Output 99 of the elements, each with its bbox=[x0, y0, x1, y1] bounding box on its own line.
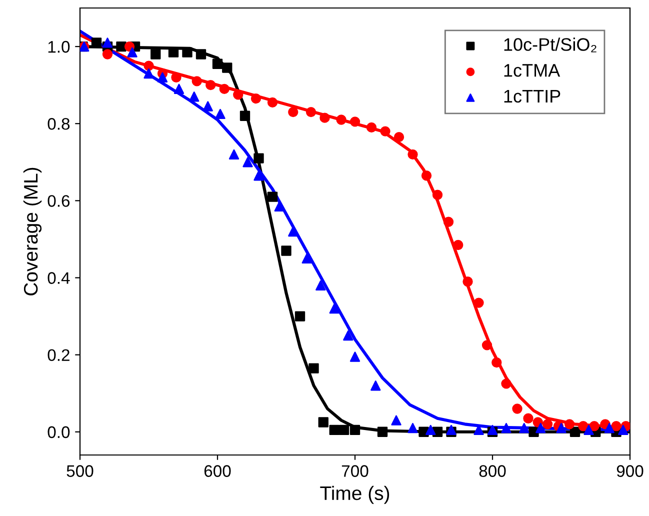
point bbox=[233, 90, 244, 100]
point bbox=[219, 84, 230, 94]
point bbox=[288, 226, 298, 237]
point bbox=[174, 84, 184, 94]
point bbox=[570, 426, 580, 437]
point bbox=[432, 190, 443, 200]
point bbox=[380, 126, 390, 136]
point bbox=[267, 192, 278, 202]
point bbox=[492, 357, 502, 368]
point bbox=[171, 72, 182, 82]
point bbox=[542, 419, 553, 430]
point bbox=[329, 303, 340, 314]
point bbox=[408, 422, 418, 434]
point bbox=[222, 62, 232, 73]
point bbox=[366, 122, 377, 133]
point bbox=[408, 149, 418, 160]
point bbox=[589, 421, 600, 432]
y-tick-label: 0.2 bbox=[48, 349, 70, 362]
point bbox=[306, 106, 316, 118]
point bbox=[578, 421, 588, 432]
point bbox=[501, 422, 512, 434]
point bbox=[474, 298, 484, 308]
point bbox=[350, 424, 360, 436]
point bbox=[267, 97, 278, 108]
point bbox=[254, 153, 264, 164]
point bbox=[294, 311, 306, 322]
point bbox=[308, 363, 319, 374]
point bbox=[202, 101, 213, 112]
point bbox=[127, 47, 138, 58]
point bbox=[288, 106, 298, 118]
point bbox=[192, 76, 202, 86]
point bbox=[196, 49, 206, 60]
point bbox=[206, 80, 216, 90]
point bbox=[443, 216, 454, 227]
legend-label: 1cTMA bbox=[504, 64, 560, 77]
point bbox=[391, 415, 402, 426]
point bbox=[421, 170, 432, 181]
point bbox=[318, 417, 328, 428]
point bbox=[343, 330, 354, 341]
point bbox=[254, 170, 264, 181]
point bbox=[394, 132, 404, 142]
point bbox=[453, 240, 464, 250]
point bbox=[329, 424, 340, 436]
point bbox=[228, 149, 240, 160]
point bbox=[102, 38, 113, 48]
legend-label: 10c-Pt/SiO₂ bbox=[504, 38, 596, 52]
point bbox=[240, 110, 250, 121]
point bbox=[536, 422, 546, 434]
legend-label: 1cTTIP bbox=[504, 90, 560, 103]
point bbox=[242, 157, 253, 168]
x-tick-label: 900 bbox=[616, 465, 644, 477]
point bbox=[250, 93, 262, 104]
point bbox=[584, 424, 594, 436]
point bbox=[144, 60, 154, 71]
point bbox=[350, 352, 360, 362]
point bbox=[116, 41, 126, 52]
y-tick-label: 0.4 bbox=[48, 272, 70, 284]
point bbox=[274, 201, 284, 212]
x-tick-label: 500 bbox=[66, 465, 94, 477]
point bbox=[611, 421, 622, 432]
point bbox=[124, 41, 135, 52]
point bbox=[189, 92, 200, 102]
point bbox=[618, 424, 628, 436]
x-tick-label: 700 bbox=[342, 465, 368, 477]
point bbox=[370, 380, 381, 391]
y-tick-label: 0.8 bbox=[48, 118, 70, 130]
point bbox=[336, 114, 346, 125]
x-axis-title: Time (s) bbox=[320, 486, 390, 504]
point bbox=[91, 38, 102, 48]
point bbox=[338, 424, 350, 436]
point bbox=[144, 68, 154, 79]
y-tick-label: 0.6 bbox=[48, 195, 70, 207]
point bbox=[482, 340, 492, 350]
point bbox=[564, 419, 575, 430]
point bbox=[212, 58, 223, 69]
point bbox=[182, 47, 192, 58]
point bbox=[150, 49, 161, 60]
point bbox=[316, 280, 326, 291]
point bbox=[377, 426, 388, 437]
point bbox=[281, 246, 292, 256]
point bbox=[350, 116, 360, 127]
point bbox=[462, 276, 473, 287]
x-tick-label: 600 bbox=[204, 465, 231, 477]
point bbox=[157, 72, 168, 82]
point bbox=[501, 378, 512, 389]
point bbox=[302, 253, 312, 264]
point bbox=[102, 49, 113, 60]
point bbox=[426, 424, 436, 436]
x-tick-label: 800 bbox=[479, 465, 506, 477]
y-axis-title: Coverage (ML) bbox=[23, 168, 42, 296]
point bbox=[512, 404, 522, 414]
point bbox=[320, 112, 330, 123]
point bbox=[519, 422, 530, 434]
y-tick-label: 1.0 bbox=[48, 40, 70, 53]
y-tick-label: 0.0 bbox=[48, 426, 70, 438]
point bbox=[523, 413, 534, 424]
point bbox=[215, 108, 226, 120]
point bbox=[556, 422, 566, 434]
point bbox=[604, 422, 614, 434]
